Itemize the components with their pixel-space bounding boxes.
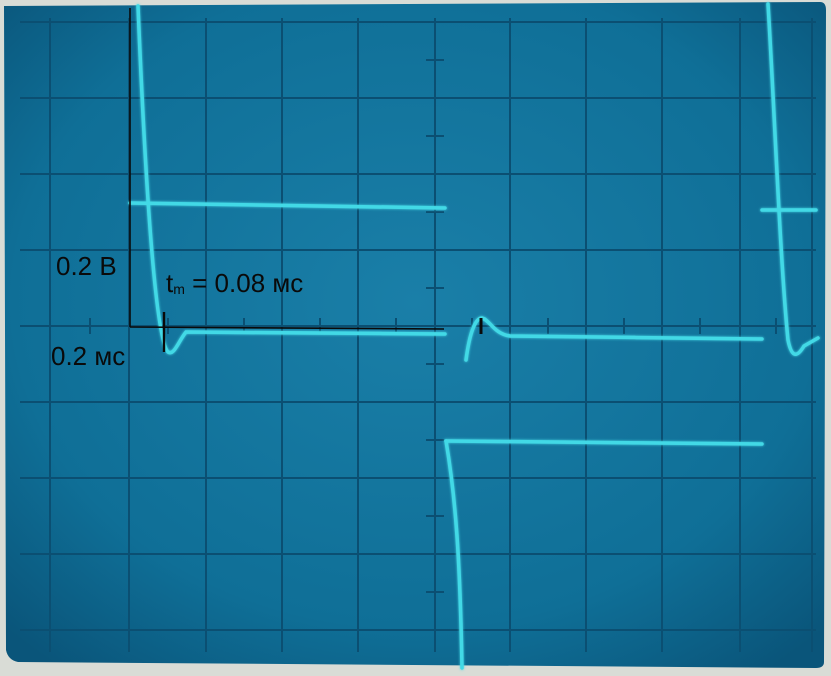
tm-symbol: t — [166, 268, 174, 298]
scale-annotations — [129, 8, 483, 352]
tm-subscript: m — [173, 281, 185, 297]
tm-value: = 0.08 мс — [192, 268, 304, 298]
waveform-trace — [128, 2, 820, 670]
graticule-grid — [20, 18, 816, 652]
graticule-ticks — [89, 59, 777, 593]
volts-per-div-label: 0.2 В — [56, 251, 117, 281]
tm-label: tm = 0.08 мс — [166, 270, 303, 296]
time-per-div-label: 0.2 мс — [51, 341, 126, 371]
time-scale-line — [129, 326, 445, 330]
